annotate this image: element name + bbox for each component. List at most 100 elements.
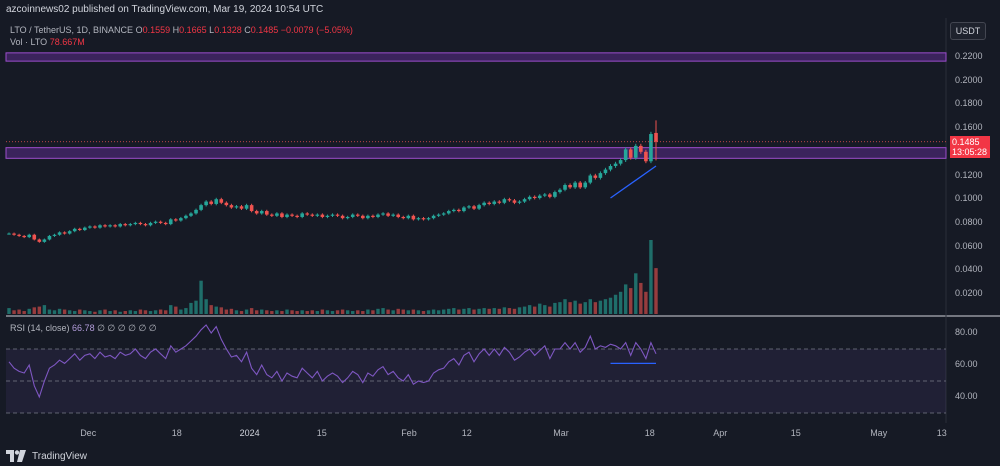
volume-bar xyxy=(593,302,598,314)
volume-bar xyxy=(123,311,127,314)
currency-button[interactable]: USDT xyxy=(950,22,986,40)
footer: TradingView xyxy=(6,448,87,464)
candle-body xyxy=(12,233,16,235)
candle-body xyxy=(57,232,62,235)
candle-body xyxy=(462,207,466,212)
candle-body xyxy=(578,182,582,188)
volume-bar xyxy=(163,310,168,314)
candle-body xyxy=(355,214,360,216)
volume-bar xyxy=(623,284,628,314)
candle-body xyxy=(72,228,77,232)
candle-body xyxy=(148,222,153,226)
bar-countdown: 13:05:28 xyxy=(952,147,988,157)
volume-bar xyxy=(654,268,658,314)
volume-bar xyxy=(618,291,623,314)
candle-body xyxy=(497,201,502,203)
candle-body xyxy=(598,173,603,178)
volume-bar xyxy=(477,308,481,314)
candle-body xyxy=(401,216,406,219)
price-tick-label: 0.1800 xyxy=(955,98,983,109)
candle-body xyxy=(259,211,264,214)
volume-bar xyxy=(67,310,72,314)
low-value: 0.1328 xyxy=(214,25,242,35)
candle-body xyxy=(537,195,542,199)
volume-bar xyxy=(517,307,522,314)
volume-bar xyxy=(366,309,370,314)
candle-body xyxy=(522,199,527,202)
candle-body xyxy=(386,213,390,216)
volume-bar xyxy=(345,310,350,314)
volume-bar xyxy=(639,282,643,314)
trendline-price xyxy=(610,165,657,199)
volume-bar xyxy=(598,300,603,314)
candle-body xyxy=(37,239,42,242)
candle-body xyxy=(426,218,431,220)
candle-body xyxy=(512,200,517,203)
candle-body xyxy=(381,213,385,215)
volume-bar xyxy=(563,299,567,314)
volume-bar xyxy=(189,302,193,314)
volume-bar xyxy=(532,306,537,314)
volume-bar xyxy=(487,308,491,314)
candle-body xyxy=(204,201,208,206)
volume-bar xyxy=(290,310,294,314)
volume-bar xyxy=(88,311,92,314)
volume-bar xyxy=(52,310,57,314)
candle-body xyxy=(441,213,446,215)
volume-bar xyxy=(467,308,471,314)
volume-bar xyxy=(310,310,314,314)
rsi-legend: RSI (14, close) 66.78 ∅ ∅ ∅ ∅ ∅ ∅ xyxy=(10,323,157,334)
rsi-value: 66.78 xyxy=(72,323,95,333)
candle-body xyxy=(47,235,52,240)
candle-body xyxy=(502,199,507,203)
candle-body xyxy=(639,145,643,152)
volume-bar xyxy=(12,310,16,314)
candle-body xyxy=(406,215,411,219)
last-price-tag: 0.1485 13:05:28 xyxy=(950,136,990,158)
volume-bar xyxy=(270,311,274,314)
volume-bar xyxy=(386,309,390,314)
candle-body xyxy=(593,175,598,178)
volume-bar xyxy=(209,305,213,314)
volume-bar xyxy=(78,309,82,314)
candle-body xyxy=(290,214,294,216)
volume-bar xyxy=(103,309,107,314)
candle-body xyxy=(194,209,198,214)
volume-label: Vol · LTO xyxy=(10,37,48,47)
volume-bar xyxy=(179,309,183,314)
candle-body xyxy=(345,216,350,219)
candle-body xyxy=(22,235,26,238)
volume-bar xyxy=(649,240,653,314)
volume-bar xyxy=(194,300,198,314)
price-tick-label: 0.0600 xyxy=(955,240,983,251)
candle-body xyxy=(103,225,107,227)
candle-body xyxy=(623,149,628,161)
volume-bar xyxy=(462,308,466,314)
price-tick-label: 0.1000 xyxy=(955,193,983,204)
candle-body xyxy=(199,205,203,210)
volume-bar xyxy=(83,310,87,314)
volume-bar xyxy=(184,308,188,314)
volume-bar xyxy=(356,310,360,314)
ohlc-legend: LTO / TetherUS, 1D, BINANCE O0.1559 H0.1… xyxy=(10,25,353,35)
volume-bar xyxy=(351,311,355,314)
candle-body xyxy=(163,222,168,225)
volume-bar xyxy=(148,311,153,314)
candle-body xyxy=(472,206,476,209)
volume-bar xyxy=(634,273,638,314)
volume-bar xyxy=(401,309,405,314)
volume-bar xyxy=(295,311,299,314)
volume-bar xyxy=(527,305,532,314)
volume-bar xyxy=(47,309,52,314)
change-value: −0.0079 (−5.05%) xyxy=(280,25,353,35)
candle-body xyxy=(17,234,21,236)
date-tick-label: Feb xyxy=(401,428,417,438)
volume-bar xyxy=(340,309,345,314)
volume-bar xyxy=(381,308,385,314)
price-tick-label: 0.2000 xyxy=(955,74,983,85)
volume-bar xyxy=(553,302,557,314)
price-tick-label: 0.0200 xyxy=(955,288,983,298)
candle-body xyxy=(52,234,57,236)
volume-bar xyxy=(558,302,562,314)
